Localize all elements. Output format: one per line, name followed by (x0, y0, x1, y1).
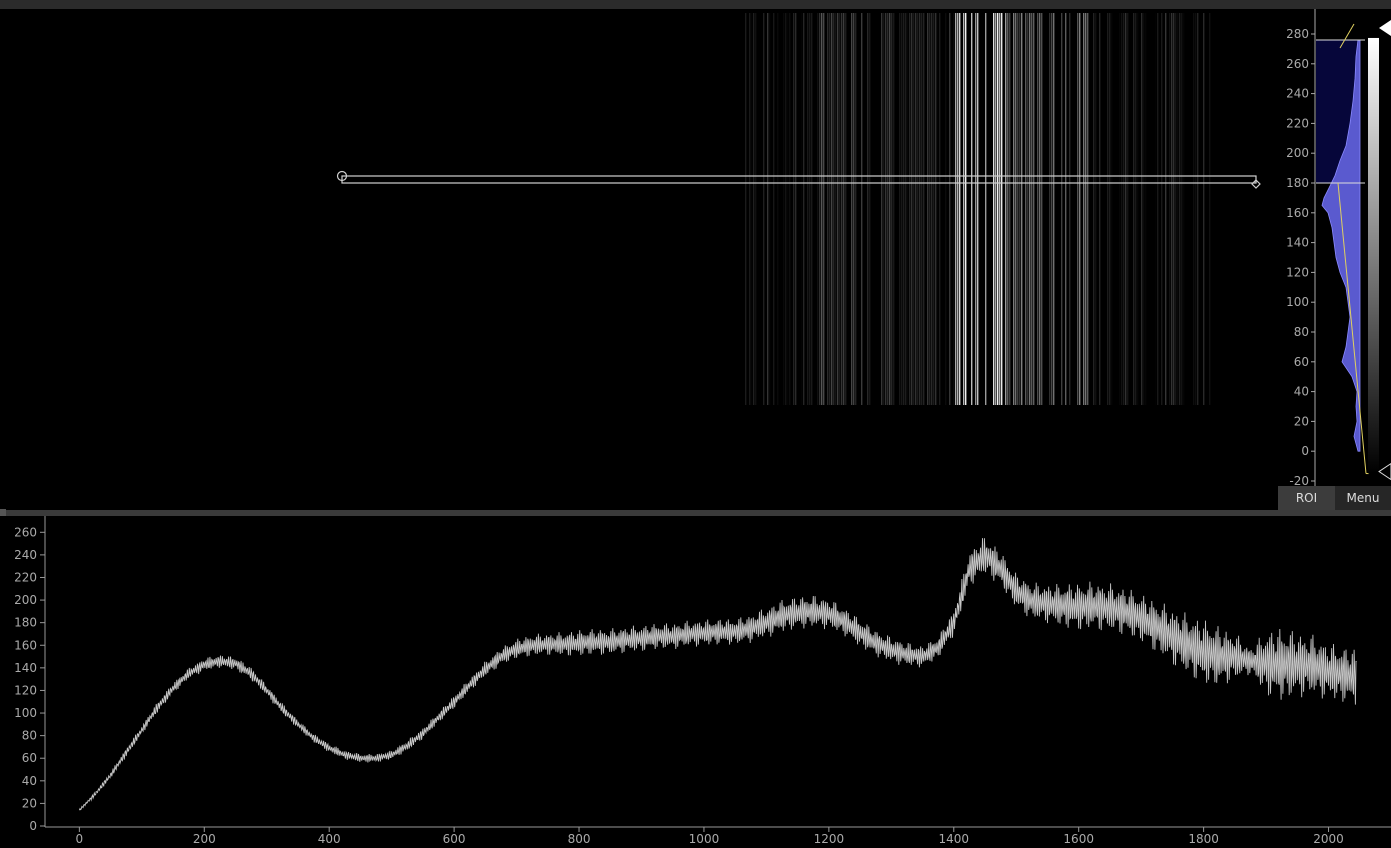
image-display[interactable] (0, 9, 1278, 510)
y-tick-label: 0 (29, 819, 37, 833)
x-tick-label: 1600 (1063, 832, 1094, 844)
y-tick-label: 240 (14, 548, 37, 562)
y-tick-label: 180 (14, 616, 37, 630)
menu-button[interactable]: Menu (1335, 486, 1391, 510)
histogram-tick-label: 100 (1286, 295, 1309, 309)
roi-button[interactable]: ROI (1278, 486, 1335, 510)
x-tick-label: 400 (318, 832, 341, 844)
x-tick-label: 600 (443, 832, 466, 844)
y-tick-label: 260 (14, 525, 37, 539)
line-profile-plot[interactable]: 0 200 400 600 800 1000 1200 1400 1600 1800 2000 0 20… (0, 516, 1391, 846)
histogram-lut-panel[interactable]: 280 260 240 220 200 180 160 140 120 100 80 60 40 20 0-… (1278, 9, 1391, 488)
y-tick-label: 60 (22, 751, 37, 765)
histogram-tick-label: 40 (1294, 385, 1309, 399)
histogram-axis: 280260240220200180160140120100806040200-… (1286, 9, 1316, 488)
x-tick-label: 1800 (1188, 832, 1219, 844)
color-gradient-bar[interactable] (1368, 20, 1391, 481)
x-tick-label: 2000 (1313, 832, 1344, 844)
histogram-tick-label: 140 (1286, 236, 1309, 250)
x-tick-label: 1400 (939, 832, 970, 844)
histogram-tick-label: 280 (1286, 27, 1309, 41)
x-tick-label: 800 (568, 832, 591, 844)
y-tick-label: 20 (22, 796, 37, 810)
histogram-plot[interactable] (1316, 23, 1369, 475)
window-title-bar (0, 0, 1391, 9)
histogram-tick-label: 240 (1286, 87, 1309, 101)
y-tick-label: 100 (14, 706, 37, 720)
plot-axes: 0 200 400 600 800 1000 1200 1400 1600 1800 2000 0 20… (14, 516, 1391, 846)
histogram-tick-label: -20 (1289, 474, 1309, 486)
plot-series (78, 538, 1357, 811)
image-canvas[interactable] (0, 9, 1278, 510)
y-tick-label: 40 (22, 774, 37, 788)
histogram-tick-label: 120 (1286, 265, 1309, 279)
profile-series-line (78, 538, 1357, 811)
histogram-tick-label: 80 (1294, 325, 1309, 339)
gradient-min-handle[interactable] (1378, 462, 1391, 481)
y-tick-label: 160 (14, 638, 37, 652)
lut-map-line[interactable] (1337, 182, 1367, 474)
histogram-tick-label: 0 (1301, 444, 1309, 458)
splitter-bar[interactable] (6, 510, 1391, 516)
y-tick-label: 120 (14, 683, 37, 697)
histogram-fill (1321, 39, 1361, 452)
histogram-canvas[interactable]: 280260240220200180160140120100806040200-… (1278, 9, 1391, 488)
y-tick-label: 80 (22, 729, 37, 743)
lut-map-top (1339, 23, 1355, 49)
histogram-tick-label: 260 (1286, 57, 1309, 71)
x-tick-label: 200 (193, 832, 216, 844)
gradient-bar-fill[interactable] (1368, 37, 1379, 474)
histogram-tick-label: 200 (1286, 146, 1309, 160)
histogram-tick-label: 160 (1286, 206, 1309, 220)
histogram-tick-label: 180 (1286, 176, 1309, 190)
plot-canvas[interactable]: 0 200 400 600 800 1000 1200 1400 1600 1800 2000 0 20… (0, 516, 1391, 846)
roi-line[interactable] (336, 170, 1261, 189)
image-stripes (745, 13, 1211, 405)
y-tick-label: 220 (14, 570, 37, 584)
x-tick-label: 0 (76, 832, 84, 844)
x-tick-label: 1200 (814, 832, 845, 844)
roi-start-handle[interactable] (336, 170, 348, 182)
histogram-tick-label: 20 (1294, 414, 1309, 428)
histogram-tick-label: 60 (1294, 355, 1309, 369)
y-tick-label: 200 (14, 593, 37, 607)
histogram-tick-label: 220 (1286, 116, 1309, 130)
splitter-handle[interactable] (0, 509, 6, 517)
x-tick-label: 1000 (689, 832, 720, 844)
gradient-max-handle[interactable] (1379, 20, 1391, 37)
roi-end-handle[interactable] (1251, 179, 1261, 189)
y-tick-label: 140 (14, 661, 37, 675)
